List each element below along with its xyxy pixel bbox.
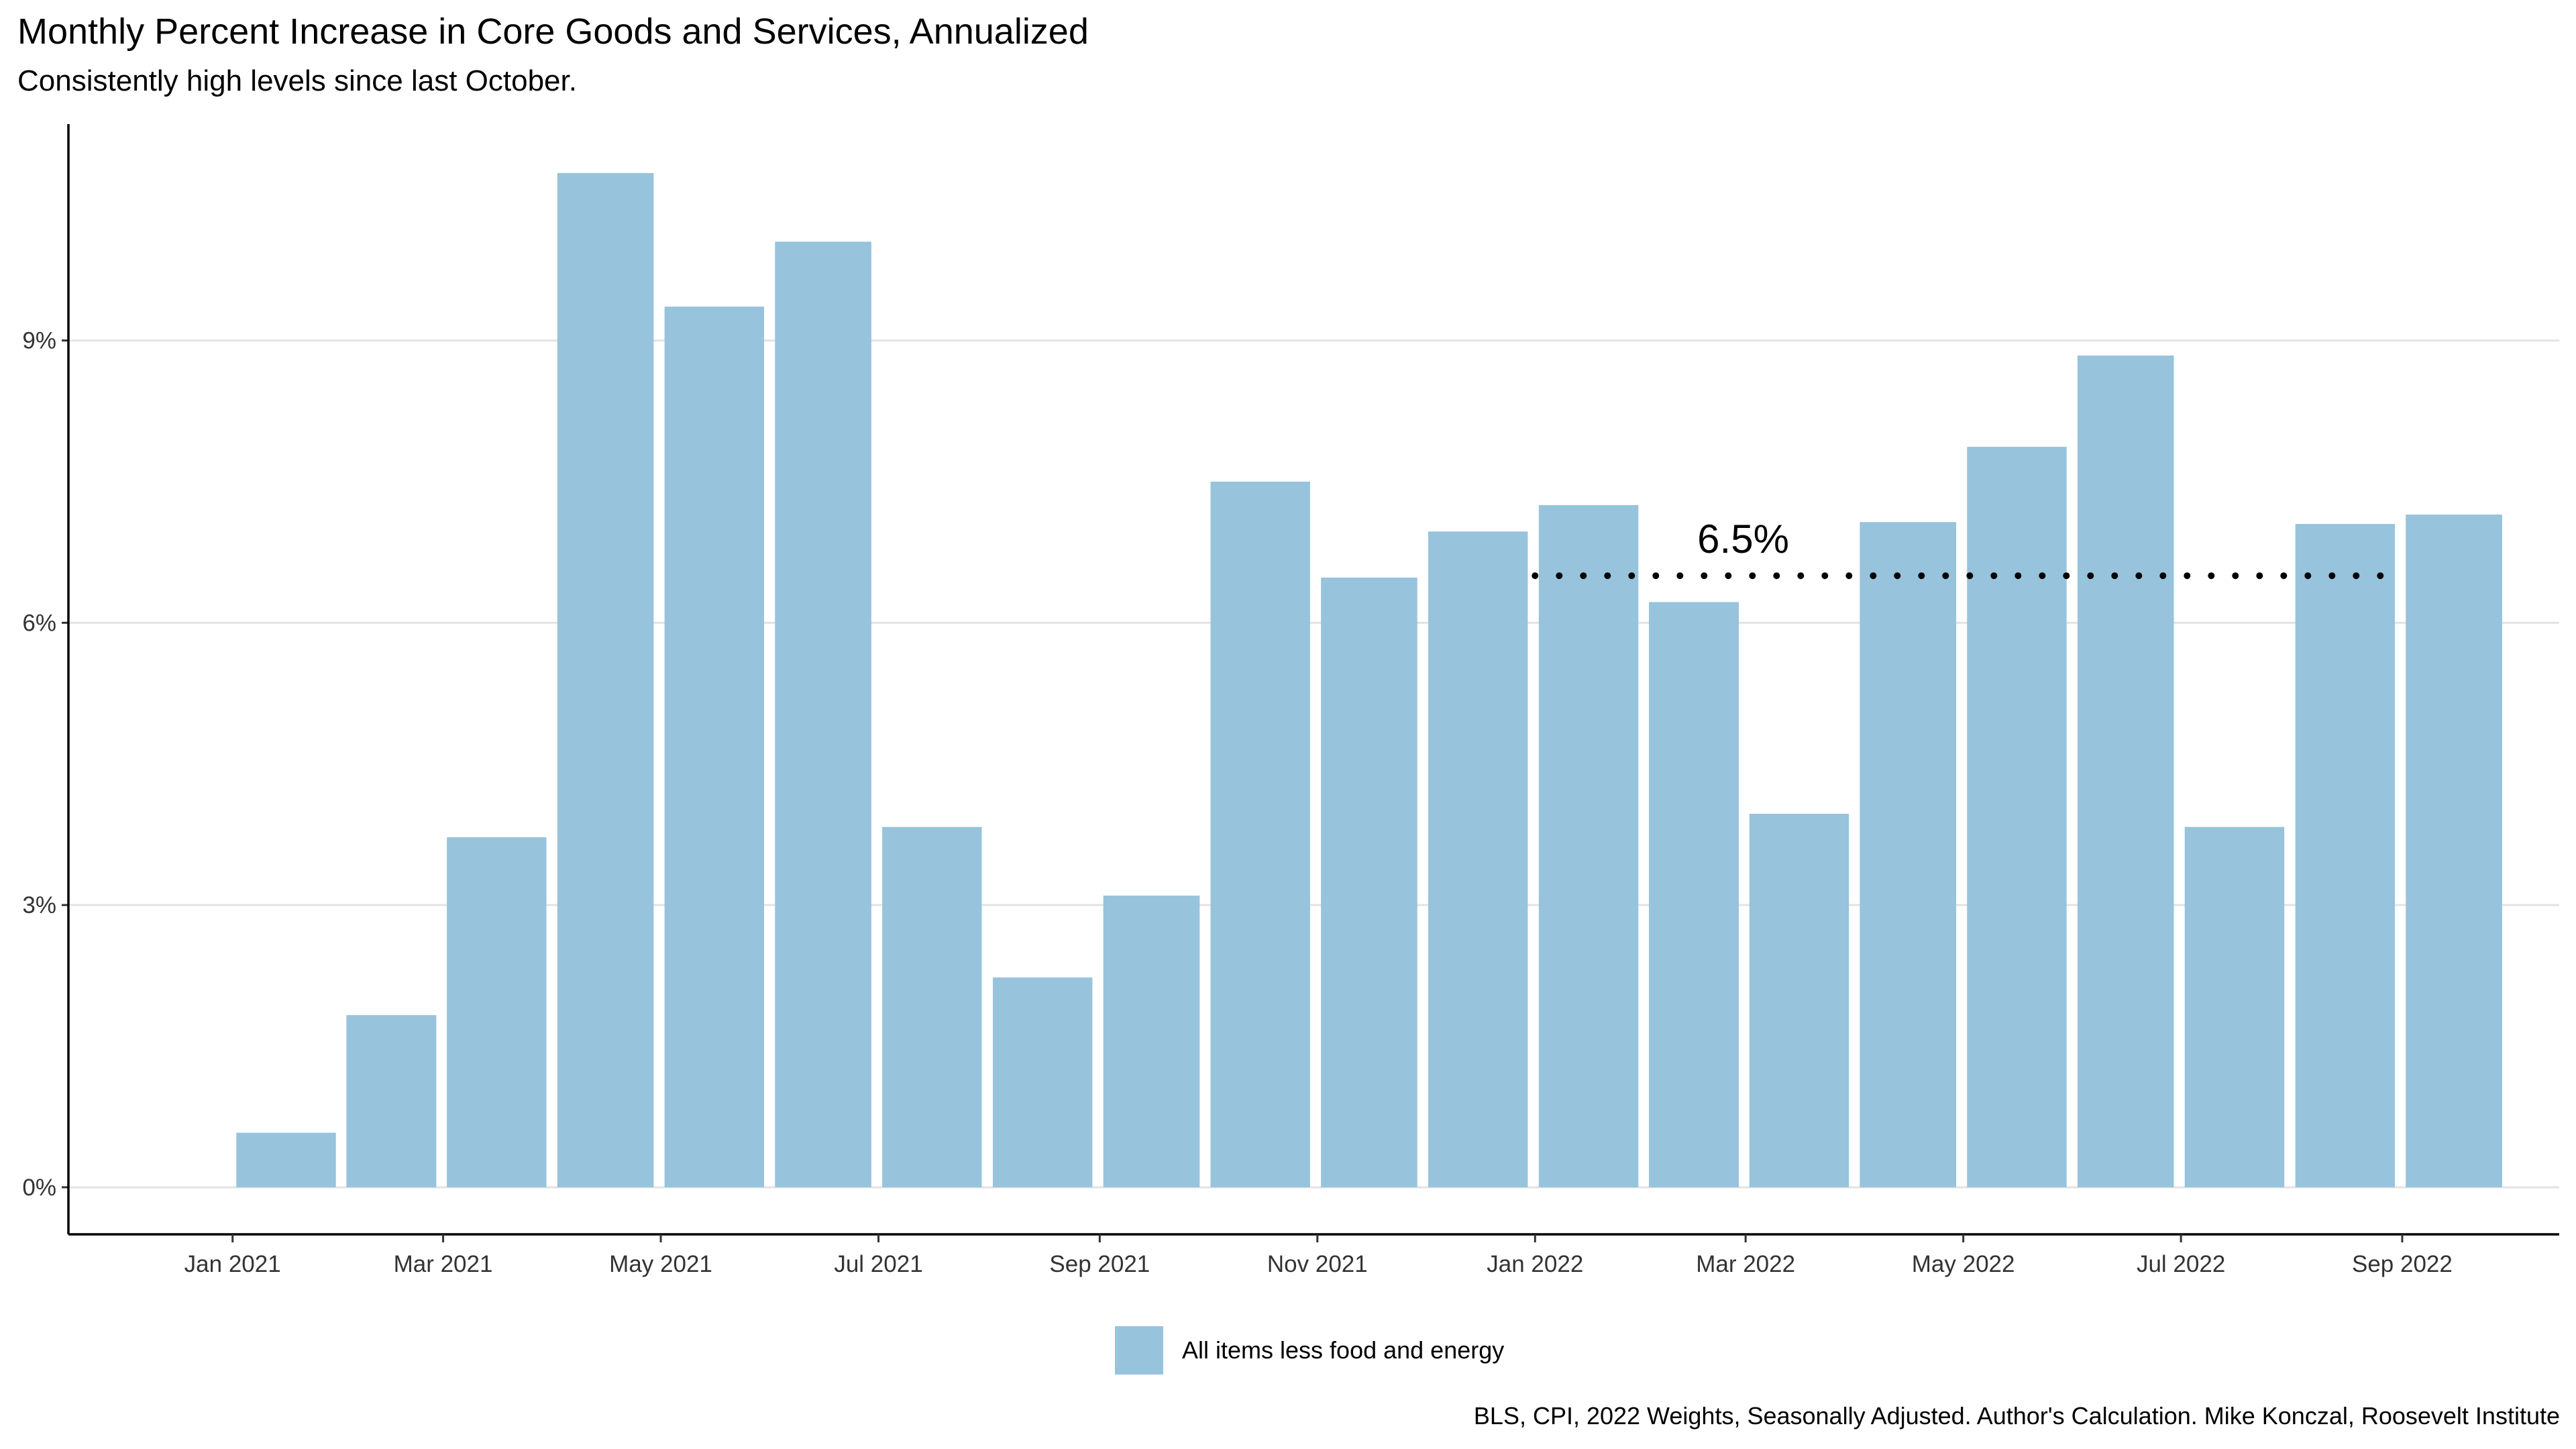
x-tick-label: May 2022 [1912,1251,2015,1277]
x-tick-label: Jan 2021 [184,1251,281,1277]
x-tick-label: Jul 2021 [834,1251,922,1277]
bar [2184,826,2285,1187]
bar [664,307,765,1187]
bar [1967,447,2067,1187]
bar [447,837,547,1187]
x-tick-label: Mar 2021 [394,1251,493,1277]
bar [882,826,982,1187]
chart-title: Monthly Percent Increase in Core Goods a… [17,11,1089,52]
legend: All items less food and energy [1115,1326,1504,1375]
bar [2406,515,2502,1187]
y-tick-label: 3% [22,892,56,918]
bar [1860,522,1957,1187]
chart-caption: BLS, CPI, 2022 Weights, Seasonally Adjus… [1473,1402,2560,1430]
x-tick-label: Nov 2021 [1267,1251,1368,1277]
bar [993,977,1093,1187]
chart-subtitle: Consistently high levels since last Octo… [17,64,577,97]
bar [236,1132,336,1187]
axes [62,124,2559,1242]
x-tick-label: Sep 2021 [1049,1251,1150,1277]
bar [1321,578,1417,1187]
x-tick-label: Mar 2022 [1696,1251,1795,1277]
bar [1103,896,1200,1187]
legend-key-swatch [1115,1326,1163,1375]
legend-label: All items less food and energy [1182,1336,1505,1364]
bars [236,172,2502,1187]
bar [346,1015,437,1187]
bar [1648,602,1739,1187]
x-tick-label: Sep 2022 [2352,1251,2453,1277]
bar [1749,814,1849,1187]
x-tick-label: Jan 2022 [1487,1251,1583,1277]
x-tick-label: May 2021 [609,1251,712,1277]
annotations: 6.5% [1532,517,2406,580]
average-label: 6.5% [1697,517,1789,561]
bar [775,241,871,1187]
y-tick-label: 0% [22,1175,56,1201]
bar [2077,356,2174,1187]
bar [1538,505,1639,1187]
y-tick-label: 9% [22,328,56,354]
y-tick-label: 6% [22,610,56,636]
bar [557,172,654,1187]
x-tick-label: Jul 2022 [2137,1251,2225,1277]
bar [2295,524,2396,1187]
bar [1428,531,1528,1187]
bar [1210,481,1310,1187]
tick-labels: 0% 3% 6% 9% Jan 2021 Mar 2021 May 2021 Jul 2021… [22,328,2452,1277]
